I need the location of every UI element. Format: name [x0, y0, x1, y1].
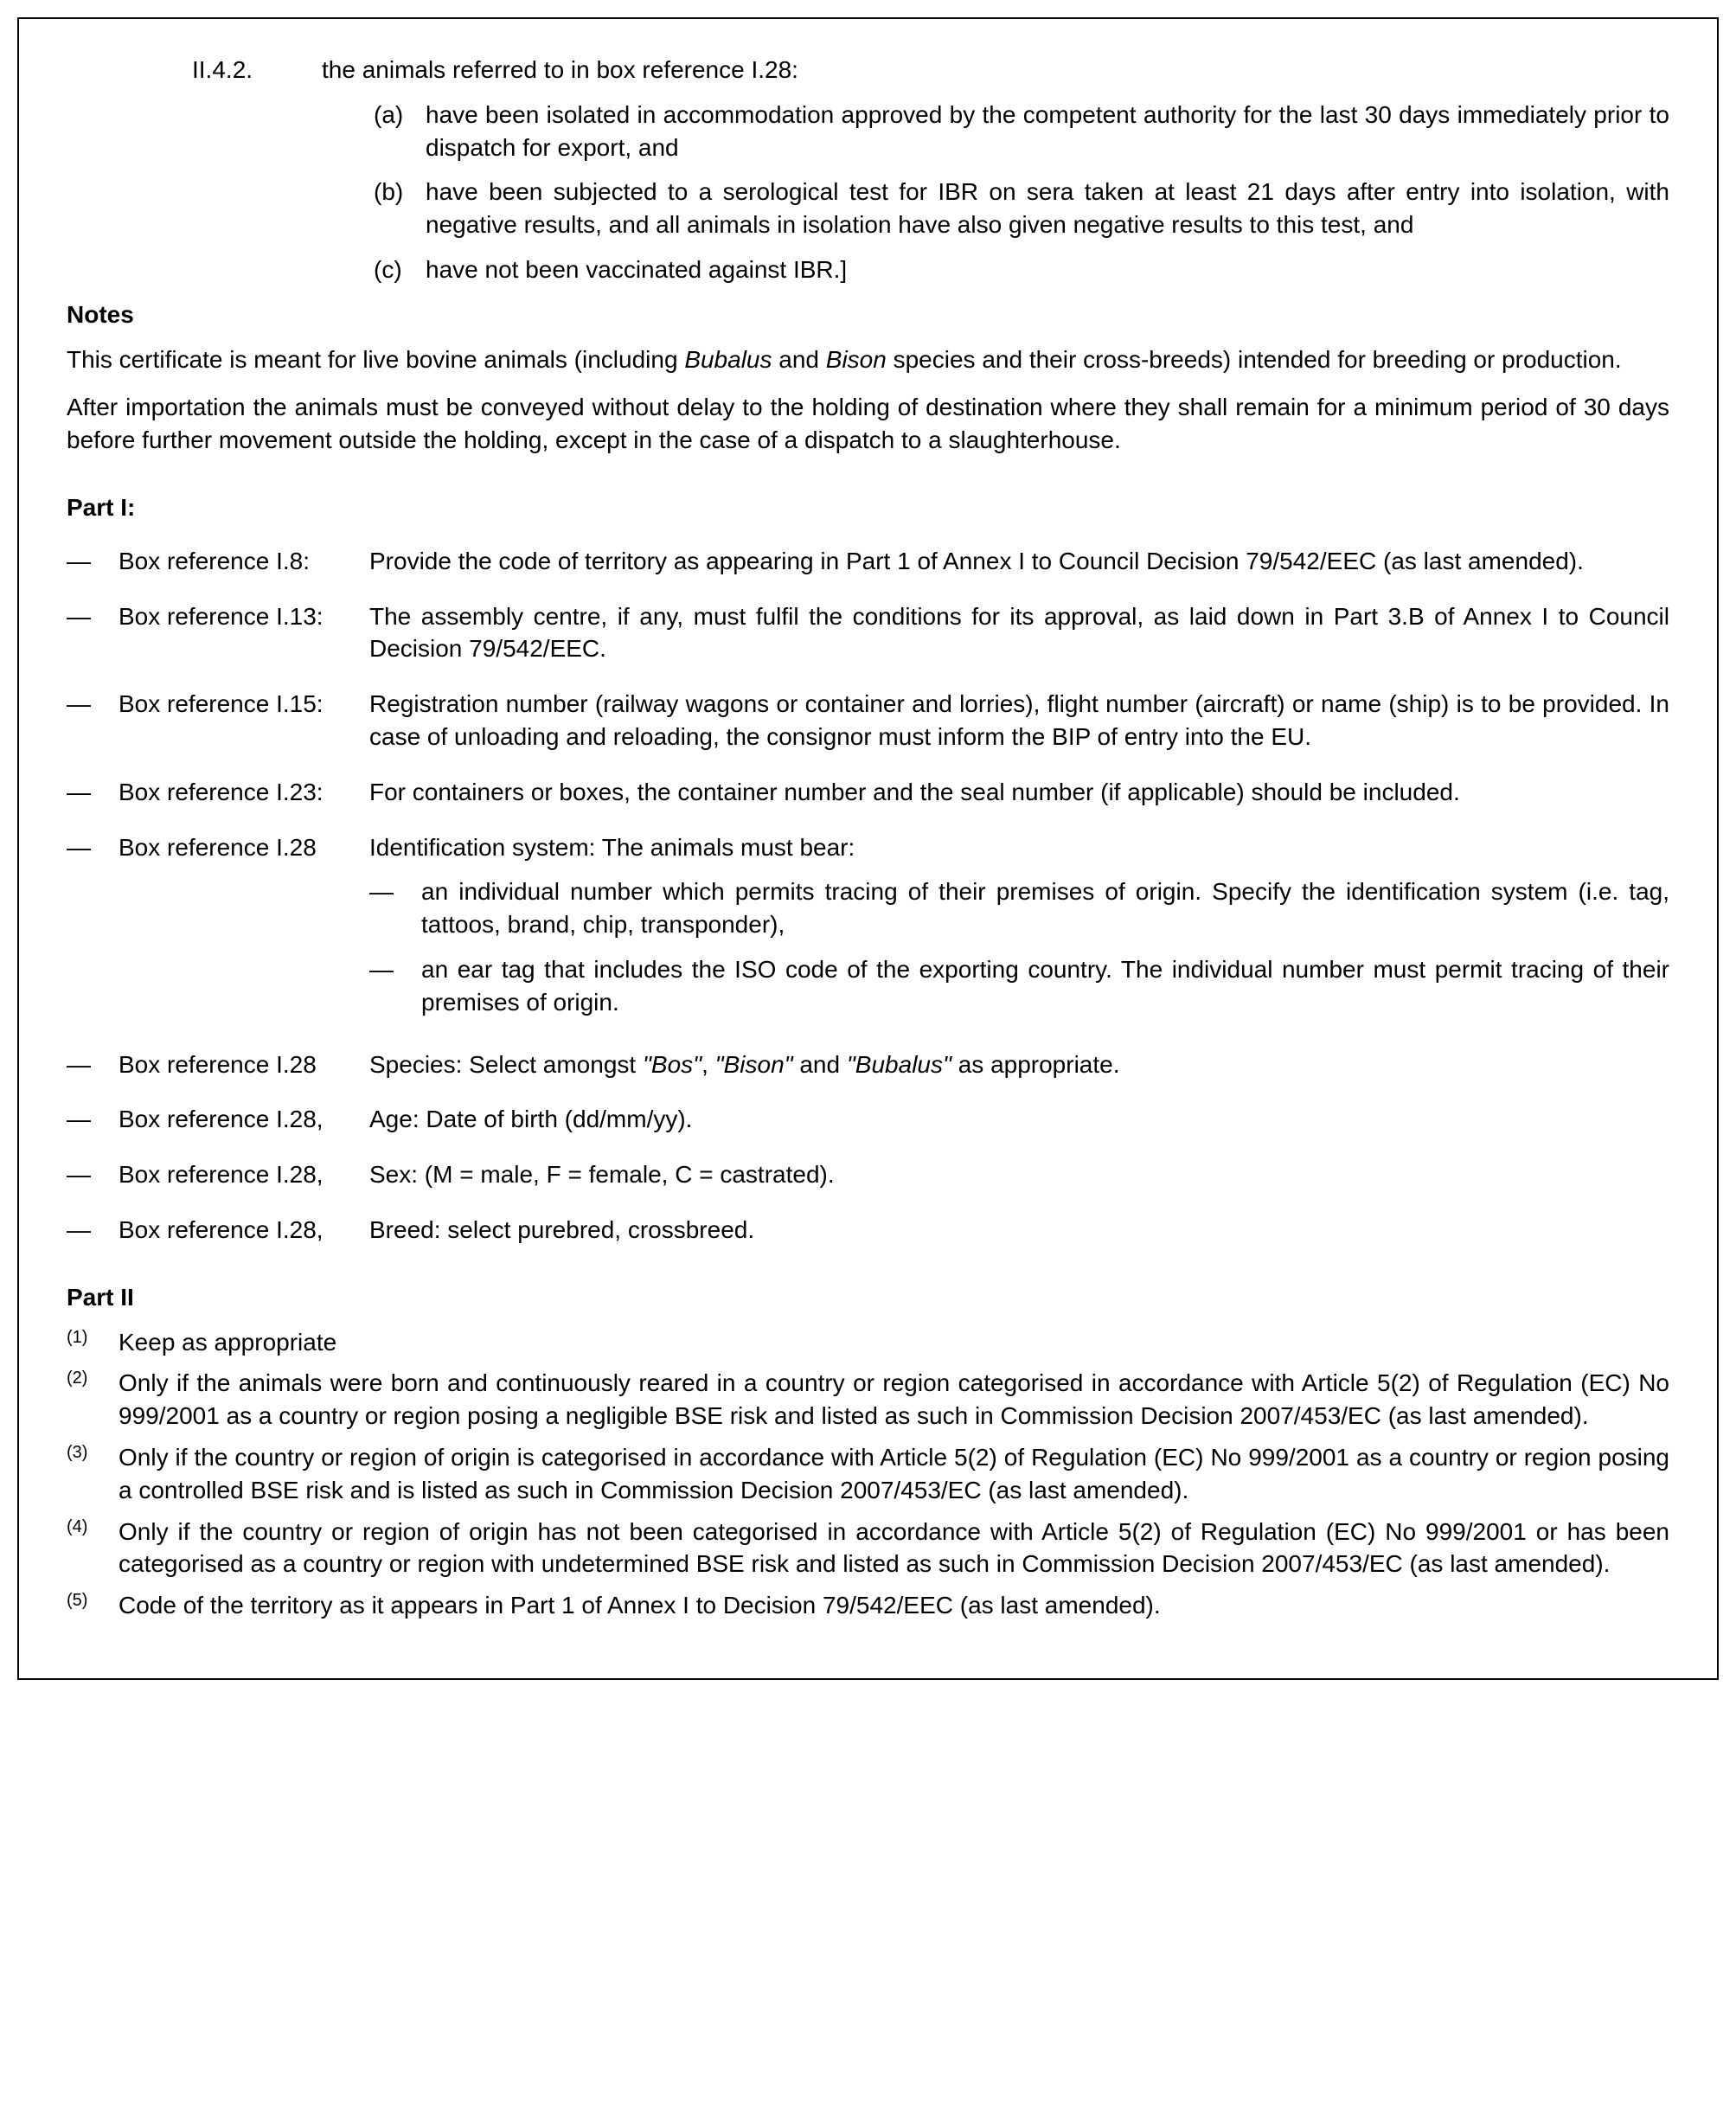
- dash: —: [67, 1158, 119, 1191]
- section-ii42: II.4.2. the animals referred to in box r…: [67, 54, 1669, 87]
- box-text: Age: Date of birth (dd/mm/yy).: [369, 1103, 1669, 1136]
- dash: —: [67, 1048, 119, 1081]
- footnote-marker: (4): [67, 1516, 119, 1581]
- box-text: Breed: select purebred, crossbreed.: [369, 1214, 1669, 1247]
- footnote-text: Code of the territory as it appears in P…: [119, 1589, 1669, 1622]
- dash: —: [67, 600, 119, 666]
- dash: —: [67, 688, 119, 753]
- notes-para2: After importation the animals must be co…: [67, 391, 1669, 457]
- inner-text: an ear tag that includes the ISO code of…: [421, 953, 1669, 1019]
- notes-heading: Notes: [67, 298, 1669, 331]
- page: II.4.2. the animals referred to in box r…: [0, 0, 1736, 1697]
- text: species and their cross-breeds) intended…: [887, 346, 1622, 373]
- italic-text: "Bison": [715, 1051, 793, 1078]
- box-intro: Identification system: The animals must …: [369, 831, 1669, 864]
- box-text: Registration number (railway wagons or c…: [369, 688, 1669, 753]
- footnote-text: Only if the animals were born and contin…: [119, 1367, 1669, 1433]
- item-text: have been isolated in accommodation appr…: [426, 99, 1669, 164]
- document-frame: II.4.2. the animals referred to in box r…: [17, 17, 1719, 1680]
- box-reference-row: — Box reference I.28 Species: Select amo…: [67, 1048, 1669, 1081]
- inner-text: an individual number which permits traci…: [421, 875, 1669, 941]
- section-item: (b) have been subjected to a serological…: [374, 176, 1669, 241]
- dash: —: [67, 831, 119, 1026]
- box-text: The assembly centre, if any, must fulfil…: [369, 600, 1669, 666]
- box-label: Box reference I.28,: [119, 1214, 369, 1247]
- italic-text: Bison: [826, 346, 887, 373]
- box-reference-row: — Box reference I.23: For containers or …: [67, 776, 1669, 809]
- text: and: [793, 1051, 847, 1078]
- dash: —: [67, 776, 119, 809]
- dash: —: [369, 953, 421, 1019]
- italic-text: Bubalus: [684, 346, 772, 373]
- dash: —: [67, 1214, 119, 1247]
- box-label: Box reference I.23:: [119, 776, 369, 809]
- footnote-marker: (1): [67, 1326, 119, 1359]
- text: Species: Select amongst: [369, 1051, 643, 1078]
- box-text: Sex: (M = male, F = female, C = castrate…: [369, 1158, 1669, 1191]
- text: This certificate is meant for live bovin…: [67, 346, 684, 373]
- box-text: Identification system: The animals must …: [369, 831, 1669, 1026]
- box-label: Box reference I.28,: [119, 1103, 369, 1136]
- section-number: II.4.2.: [67, 54, 322, 87]
- footnote-marker: (2): [67, 1367, 119, 1433]
- section-intro: the animals referred to in box reference…: [322, 54, 1669, 87]
- box-reference-row: — Box reference I.28, Breed: select pure…: [67, 1214, 1669, 1247]
- dash: —: [369, 875, 421, 941]
- box-text: For containers or boxes, the container n…: [369, 776, 1669, 809]
- part2-heading: Part II: [67, 1281, 1669, 1314]
- box-reference-row: — Box reference I.28, Age: Date of birth…: [67, 1103, 1669, 1136]
- notes-para1: This certificate is meant for live bovin…: [67, 343, 1669, 376]
- text: ,: [701, 1051, 715, 1078]
- footnote-row: (3) Only if the country or region of ori…: [67, 1441, 1669, 1507]
- box-label: Box reference I.28: [119, 831, 369, 1026]
- box-reference-row: — Box reference I.28 Identification syst…: [67, 831, 1669, 1026]
- part1-heading: Part I:: [67, 491, 1669, 524]
- box-label: Box reference I.8:: [119, 545, 369, 578]
- footnote-text: Only if the country or region of origin …: [119, 1516, 1669, 1581]
- footnote-row: (4) Only if the country or region of ori…: [67, 1516, 1669, 1581]
- inner-item: — an ear tag that includes the ISO code …: [369, 953, 1669, 1019]
- dash: —: [67, 1103, 119, 1136]
- section-item: (a) have been isolated in accommodation …: [374, 99, 1669, 164]
- footnote-row: (1) Keep as appropriate: [67, 1326, 1669, 1359]
- box-label: Box reference I.15:: [119, 688, 369, 753]
- box-text: Provide the code of territory as appeari…: [369, 545, 1669, 578]
- box-label: Box reference I.28,: [119, 1158, 369, 1191]
- section-item: (c) have not been vaccinated against IBR…: [374, 253, 1669, 286]
- italic-text: "Bubalus": [847, 1051, 951, 1078]
- section-items: (a) have been isolated in accommodation …: [67, 99, 1669, 286]
- box-reference-row: — Box reference I.13: The assembly centr…: [67, 600, 1669, 666]
- box-label: Box reference I.28: [119, 1048, 369, 1081]
- footnote-row: (2) Only if the animals were born and co…: [67, 1367, 1669, 1433]
- dash: —: [67, 545, 119, 578]
- footnote-row: (5) Code of the territory as it appears …: [67, 1589, 1669, 1622]
- item-marker: (c): [374, 253, 426, 286]
- box-label: Box reference I.13:: [119, 600, 369, 666]
- item-text: have been subjected to a serological tes…: [426, 176, 1669, 241]
- footnote-text: Keep as appropriate: [119, 1326, 1669, 1359]
- footnote-marker: (3): [67, 1441, 119, 1507]
- box-reference-row: — Box reference I.8: Provide the code of…: [67, 545, 1669, 578]
- text: and: [772, 346, 826, 373]
- item-marker: (b): [374, 176, 426, 241]
- text: as appropriate.: [951, 1051, 1120, 1078]
- item-text: have not been vaccinated against IBR.]: [426, 253, 1669, 286]
- box-reference-row: — Box reference I.15: Registration numbe…: [67, 688, 1669, 753]
- italic-text: "Bos": [643, 1051, 701, 1078]
- inner-item: — an individual number which permits tra…: [369, 875, 1669, 941]
- box-text: Species: Select amongst "Bos", "Bison" a…: [369, 1048, 1669, 1081]
- footnote-text: Only if the country or region of origin …: [119, 1441, 1669, 1507]
- box-reference-row: — Box reference I.28, Sex: (M = male, F …: [67, 1158, 1669, 1191]
- footnote-marker: (5): [67, 1589, 119, 1622]
- item-marker: (a): [374, 99, 426, 164]
